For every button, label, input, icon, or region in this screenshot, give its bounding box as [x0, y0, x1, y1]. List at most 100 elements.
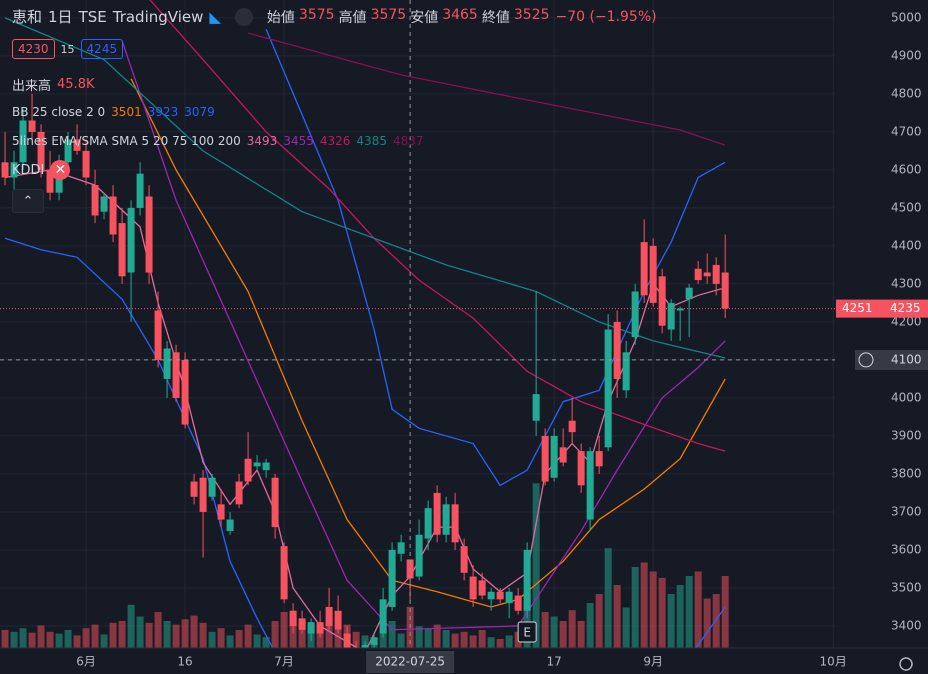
volume-bar: [199, 622, 207, 648]
candle-body: [235, 481, 243, 505]
interval: 1日: [48, 8, 73, 26]
volume-bar: [559, 621, 567, 648]
candle-body: [559, 447, 567, 463]
hide-button[interactable]: [234, 7, 253, 26]
y-tick-label: 3900: [891, 428, 922, 442]
indicator-value: 4326: [319, 134, 351, 148]
volume-bar: [235, 630, 243, 648]
crosshair-y-label: 4100: [891, 352, 922, 366]
volume-bar: [154, 612, 162, 648]
volume-bar: [1, 630, 9, 648]
remove-button[interactable]: ✕: [50, 160, 71, 180]
candle-body: [712, 264, 720, 284]
y-tick-label: 3700: [891, 504, 922, 518]
x-tick-label: 17: [547, 655, 562, 669]
volume-bar: [181, 619, 189, 648]
candle-body: [298, 618, 306, 630]
candle-body: [280, 546, 288, 600]
x-tick-label: 7月: [274, 655, 294, 669]
volume-bar: [595, 594, 603, 648]
candle-body: [541, 435, 549, 482]
candle-body: [64, 139, 72, 163]
settings-icon[interactable]: [899, 657, 913, 671]
candle-body: [469, 576, 477, 600]
volume-bar: [487, 637, 495, 648]
y-tick-label: 4800: [891, 86, 922, 100]
candle-body: [163, 348, 171, 379]
collapse-button[interactable]: ⌃: [12, 189, 44, 213]
exchange: TSE: [78, 7, 107, 26]
candle-body: [496, 591, 504, 600]
candle-body: [595, 451, 603, 467]
candle-body: [73, 139, 81, 151]
candle-body: [100, 196, 108, 212]
indicator-value: 4837: [392, 134, 424, 148]
candle-body: [622, 352, 630, 391]
candle-body: [667, 302, 675, 330]
sell-button[interactable]: 4230: [12, 39, 55, 59]
candle-body: [136, 173, 144, 208]
volume-bar: [496, 639, 504, 648]
candle-body: [388, 549, 396, 607]
ohlc-label: 終値: [481, 9, 510, 26]
last-price-box: [836, 299, 928, 318]
candle-body: [307, 622, 315, 634]
ohlc-value: 3465: [442, 6, 478, 23]
candle-body: [19, 120, 27, 163]
candle-body: [316, 622, 324, 634]
candle-body: [190, 481, 198, 497]
volume-bar: [712, 594, 720, 648]
volume-bar: [262, 637, 270, 648]
volume-bar: [19, 628, 27, 648]
candle-body: [154, 310, 162, 360]
candle-body: [586, 451, 594, 520]
indicator-line: [149, 0, 726, 452]
volume-bar: [73, 635, 81, 648]
time-axis: [0, 648, 928, 674]
indicator-value: 3455: [283, 134, 314, 148]
candle-body: [109, 196, 117, 235]
candle-body: [442, 504, 450, 535]
last-price-label: 4251: [842, 301, 873, 315]
y-tick-label: 4700: [891, 124, 922, 138]
volume-bar: [55, 633, 63, 648]
candle-body: [685, 287, 693, 300]
candle-body: [523, 549, 531, 611]
candle-body: [703, 272, 711, 277]
candle-body: [604, 329, 612, 448]
event-label: E: [523, 626, 531, 640]
volume-bar: [685, 576, 693, 648]
candle-body: [244, 458, 252, 482]
y-tick-label: 4000: [891, 390, 922, 404]
volume-bar: [604, 548, 612, 648]
indicator-line: [121, 40, 726, 631]
candle-body: [568, 420, 576, 433]
buy-button[interactable]: 4245: [80, 39, 124, 59]
volume-bar: [28, 632, 36, 648]
volume-bar: [703, 598, 711, 648]
x-tick-label: 16: [177, 655, 192, 669]
volume-bar: [10, 631, 18, 648]
candle-body: [199, 477, 207, 512]
change: −70 (−1.95%): [555, 8, 657, 25]
ohlc-label: 高値: [338, 9, 367, 26]
volume-bar: [37, 625, 45, 648]
volume-bar: [136, 616, 144, 648]
flag-icon: ◣: [209, 7, 221, 26]
ohlc-value: 3575: [298, 6, 335, 23]
indicator-value: 3923: [147, 105, 179, 119]
y-tick-label: 4900: [891, 48, 922, 62]
candle-body: [28, 120, 36, 132]
spread: 15: [60, 42, 75, 56]
candle-body: [577, 451, 585, 486]
last-price-label: 4235: [890, 301, 921, 315]
volume-bar: [694, 571, 702, 648]
volume-bar: [163, 621, 171, 648]
volume-bar: [568, 610, 576, 648]
indicator-value: 3493: [246, 134, 278, 148]
indicator-value: 3501: [111, 105, 142, 119]
candle-body: [478, 580, 486, 596]
candle-body: [37, 131, 45, 170]
